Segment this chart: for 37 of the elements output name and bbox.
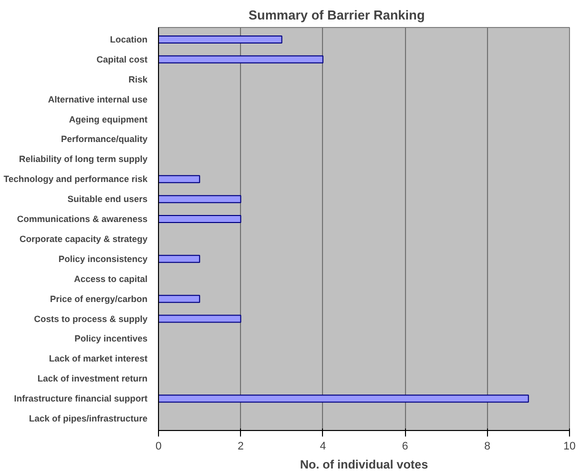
x-tick-label: 4	[320, 440, 326, 452]
y-tick-label: Communications & awareness	[16, 214, 148, 224]
y-tick-label: Lack of investment return	[37, 374, 148, 384]
y-tick-label: Capital cost	[96, 54, 148, 64]
y-tick-label: Access to capital	[74, 274, 148, 284]
y-tick-label: Infrastructure financial support	[14, 394, 148, 404]
x-tick-label: 2	[238, 440, 244, 452]
bar	[158, 215, 242, 224]
bar	[158, 314, 242, 323]
y-tick-label: Location	[110, 34, 148, 44]
y-tick-label: Price of energy/carbon	[50, 294, 148, 304]
y-tick-label: Lack of market interest	[48, 354, 148, 364]
bar	[158, 195, 242, 204]
x-axis-title: No. of individual votes	[300, 458, 428, 472]
x-tick-label: 6	[402, 440, 408, 452]
bar	[158, 394, 529, 403]
y-tick-label: Alternative internal use	[48, 94, 148, 104]
x-tick-label: 10	[563, 440, 576, 452]
x-tick-label: 8	[484, 440, 490, 452]
chart-title: Summary of Barrier Ranking	[248, 8, 425, 22]
bar	[158, 35, 282, 44]
y-tick-label: Reliability of long term supply	[18, 154, 148, 164]
y-tick-label: Corporate capacity & strategy	[19, 234, 148, 244]
y-tick-label: Costs to process & supply	[34, 314, 148, 324]
y-tick-label: Technology and performance risk	[4, 174, 148, 184]
y-tick-label: Ageing equipment	[69, 114, 148, 124]
y-tick-label: Policy inconsistency	[58, 254, 148, 264]
y-tick-label: Policy incentives	[74, 334, 148, 344]
bar	[158, 55, 324, 64]
bar	[158, 175, 200, 184]
y-tick-label: Performance/quality	[60, 134, 148, 144]
y-tick-label: Risk	[128, 74, 148, 84]
x-tick-label: 0	[155, 440, 162, 452]
bar	[158, 254, 200, 263]
y-tick-label: Suitable end users	[67, 194, 148, 204]
bar	[158, 294, 200, 303]
y-tick-label: Lack of pipes/infrastructure	[28, 414, 148, 424]
